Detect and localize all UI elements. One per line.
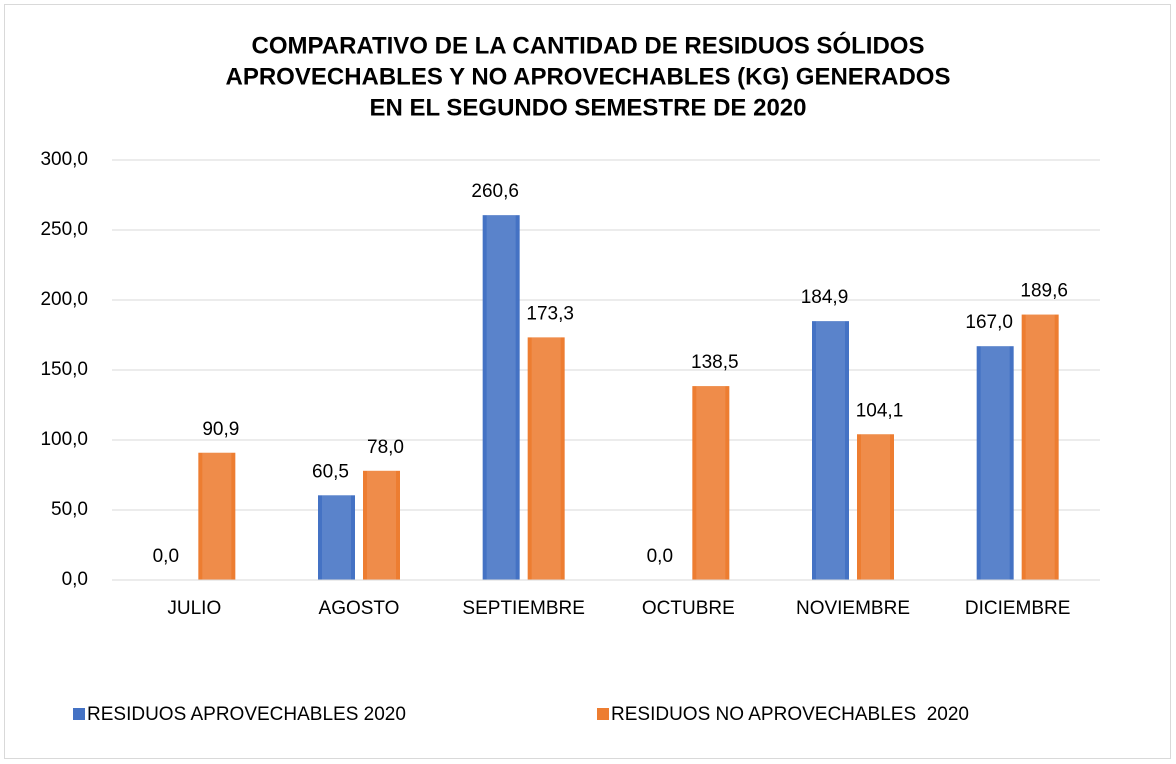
y-tick-label: 150,0 — [40, 359, 88, 380]
y-tick-label: 250,0 — [40, 219, 88, 240]
data-label: 104,1 — [856, 400, 904, 421]
legend-swatch — [597, 708, 609, 720]
data-label: 184,9 — [801, 287, 849, 308]
bar-shade — [1025, 314, 1055, 580]
data-label: 167,0 — [965, 312, 1013, 333]
data-label: 138,5 — [691, 352, 739, 373]
data-label: 0,0 — [647, 546, 673, 567]
bar-shade — [816, 321, 845, 580]
bar — [857, 434, 894, 580]
bar — [1021, 314, 1059, 580]
bar-shade — [531, 337, 561, 580]
x-tick-label: NOVIEMBRE — [796, 598, 910, 619]
bar — [318, 495, 355, 580]
y-tick-label: 300,0 — [40, 149, 88, 170]
y-tick-label: 0,0 — [62, 569, 88, 590]
legend-label: RESIDUOS NO APROVECHABLES 2020 — [611, 704, 969, 725]
x-tick-label: SEPTIEMBRE — [462, 598, 584, 619]
x-tick-label: AGOSTO — [319, 598, 400, 619]
bar-shade — [202, 452, 232, 580]
chart-title: EN EL SEGUNDO SEMESTRE DE 2020 — [369, 94, 806, 121]
bar — [812, 321, 849, 580]
y-tick-label: 100,0 — [40, 429, 88, 450]
chart-title: APROVECHABLES Y NO APROVECHABLES (KG) GE… — [226, 63, 951, 90]
data-label: 60,5 — [312, 461, 349, 482]
chart-border — [4, 4, 1171, 759]
x-tick-label: DICIEMBRE — [965, 598, 1071, 619]
bar-shade — [322, 495, 351, 580]
data-label: 90,9 — [202, 419, 239, 440]
bar — [198, 452, 236, 580]
bar-shade — [696, 386, 726, 580]
bar — [363, 470, 400, 580]
bar-shade — [486, 215, 516, 580]
data-label: 173,3 — [526, 303, 574, 324]
x-tick-label: JULIO — [167, 598, 221, 619]
x-tick-label: OCTUBRE — [642, 598, 735, 619]
data-label: 189,6 — [1020, 281, 1068, 302]
bar — [527, 337, 565, 580]
bar-shade — [861, 434, 890, 580]
data-label: 0,0 — [153, 546, 179, 567]
legend-label: RESIDUOS APROVECHABLES 2020 — [87, 704, 406, 725]
data-label: 78,0 — [367, 437, 404, 458]
data-label: 260,6 — [471, 181, 519, 202]
bar-shade — [367, 470, 396, 580]
bar — [976, 346, 1014, 580]
bar — [482, 215, 520, 580]
chart-title: COMPARATIVO DE LA CANTIDAD DE RESIDUOS S… — [252, 31, 925, 59]
legend-swatch — [73, 708, 85, 720]
y-tick-label: 50,0 — [51, 499, 88, 520]
y-tick-label: 200,0 — [40, 289, 88, 310]
bar-shade — [980, 346, 1010, 580]
bar — [692, 386, 730, 580]
